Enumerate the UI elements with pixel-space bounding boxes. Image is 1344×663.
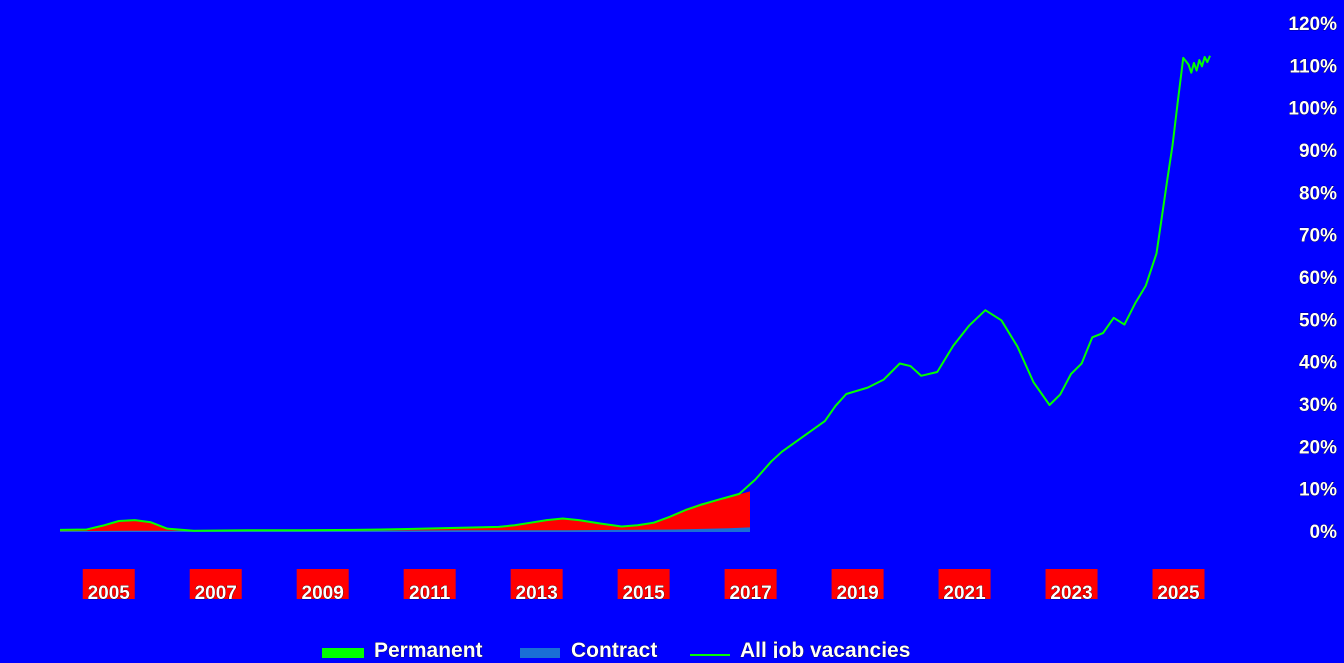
x-tick-label: 2009	[302, 583, 344, 604]
x-tick-label: 2025	[1157, 583, 1200, 604]
chart-lines	[59, 55, 1211, 532]
y-tick-label: 0%	[1310, 522, 1338, 543]
x-tick-marker	[831, 569, 884, 599]
y-tick-label: 120%	[1288, 14, 1337, 35]
x-axis-ticks: 2005 2007 2009 2011 2013 2015 2017 2019 2021 2023…	[82, 569, 1205, 604]
x-tick-marker	[1152, 569, 1205, 599]
x-tick-label: 2015	[622, 583, 665, 604]
y-axis-ticks: 0% 10% 20% 30% 40% 50% 60% 70% 80% 90% 100% 110% 120…	[1288, 14, 1338, 544]
legend: Permanent Contract All job vacancies	[322, 639, 911, 662]
x-tick-marker	[724, 569, 777, 599]
legend-label-contract: Contract	[571, 639, 657, 658]
line-all-job-vacancies	[59, 55, 1211, 532]
x-tick-label: 2017	[729, 583, 771, 604]
x-tick-label: 2021	[943, 583, 986, 604]
y-tick-label: 110%	[1289, 56, 1337, 77]
legend-swatch-contract	[520, 648, 560, 662]
y-tick-label: 80%	[1299, 183, 1337, 204]
y-tick-label: 40%	[1299, 353, 1337, 374]
y-tick-label: 30%	[1299, 395, 1337, 416]
x-tick-marker	[189, 569, 242, 599]
x-tick-marker	[403, 569, 456, 599]
x-tick-label: 2007	[195, 583, 237, 604]
x-tick-label: 2011	[409, 583, 451, 604]
y-tick-label: 20%	[1299, 437, 1337, 458]
y-tick-label: 100%	[1288, 99, 1337, 120]
x-tick-label: 2019	[836, 583, 878, 604]
x-tick-label: 2023	[1050, 583, 1092, 604]
x-tick-marker	[1045, 569, 1098, 599]
legend-swatch-permanent	[322, 648, 364, 662]
x-tick-label: 2013	[516, 583, 558, 604]
x-tick-marker	[82, 569, 135, 599]
x-tick-marker	[296, 569, 349, 599]
y-tick-label: 50%	[1299, 310, 1337, 331]
x-tick-marker	[510, 569, 563, 599]
chart-areas	[60, 491, 750, 532]
area-permanent	[60, 491, 750, 532]
x-tick-marker	[617, 569, 670, 599]
y-tick-label: 60%	[1299, 268, 1337, 289]
y-tick-label: 10%	[1299, 480, 1337, 501]
y-tick-label: 90%	[1299, 141, 1337, 162]
legend-label-all-vacancies: All job vacancies	[740, 639, 910, 658]
x-tick-label: 2005	[88, 583, 131, 604]
y-tick-label: 70%	[1299, 226, 1337, 247]
legend-label-permanent: Permanent	[374, 639, 483, 658]
x-tick-marker	[938, 569, 991, 599]
